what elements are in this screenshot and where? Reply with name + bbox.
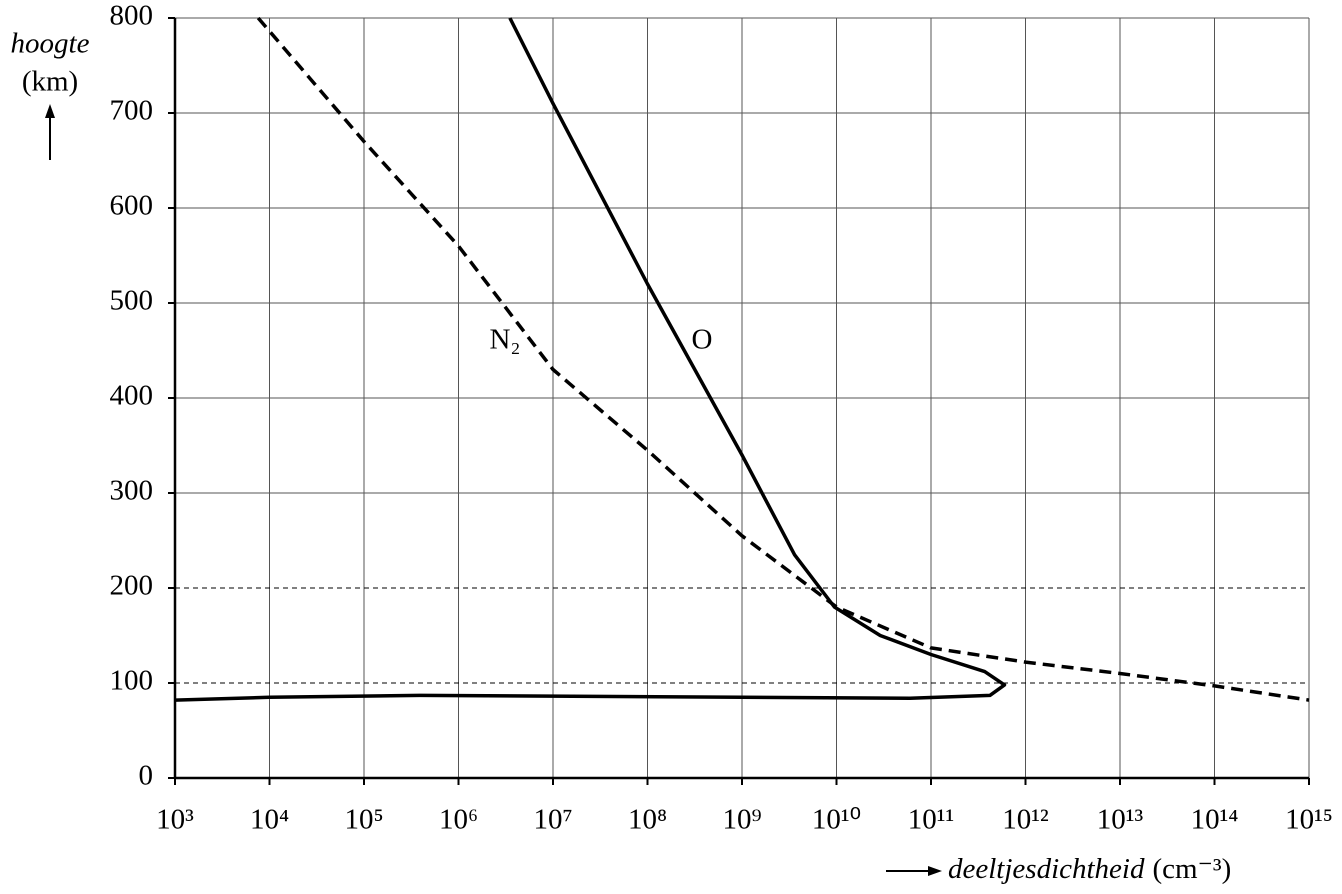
y-axis-unit: (km) xyxy=(22,66,78,98)
x-tick-label: 10⁵ xyxy=(344,804,383,836)
x-axis-label: deeltjesdichtheid xyxy=(948,853,1145,885)
x-tick-label: 10¹⁴ xyxy=(1191,804,1239,836)
x-tick-label: 10¹⁰ xyxy=(812,804,861,836)
y-tick-label: 700 xyxy=(110,95,154,127)
y-tick-label: 0 xyxy=(139,760,154,792)
x-tick-label: 10⁴ xyxy=(250,804,289,836)
x-axis-unit: (cm⁻³) xyxy=(1153,853,1232,885)
y-tick-label: 300 xyxy=(110,475,154,507)
y-tick-label: 800 xyxy=(110,0,154,32)
y-axis-label: hoogte xyxy=(11,28,90,60)
y-tick-label: 200 xyxy=(110,570,154,602)
x-tick-label: 10¹² xyxy=(1002,804,1049,836)
x-tick-label: 10⁶ xyxy=(439,804,478,836)
x-tick-label: 10¹¹ xyxy=(908,804,954,836)
x-tick-label: 10¹⁵ xyxy=(1285,804,1333,836)
series-label: N₂ xyxy=(489,324,520,356)
y-tick-label: 600 xyxy=(110,190,154,222)
x-tick-label: 10¹³ xyxy=(1097,804,1144,836)
x-axis-title: deeltjesdichtheid (cm⁻³) xyxy=(948,853,1231,885)
y-tick-label: 400 xyxy=(110,380,154,412)
series-label: O xyxy=(692,324,713,356)
x-tick-label: 10³ xyxy=(156,804,194,836)
x-tick-label: 10⁷ xyxy=(533,804,572,836)
x-axis-arrowhead xyxy=(928,866,942,876)
y-axis-arrowhead xyxy=(45,104,55,118)
x-tick-label: 10⁹ xyxy=(722,804,761,836)
x-tick-label: 10⁸ xyxy=(628,804,667,836)
y-tick-label: 500 xyxy=(110,285,154,317)
y-tick-label: 100 xyxy=(110,665,154,697)
series-line xyxy=(174,17,1007,702)
series-line xyxy=(256,16,1310,702)
